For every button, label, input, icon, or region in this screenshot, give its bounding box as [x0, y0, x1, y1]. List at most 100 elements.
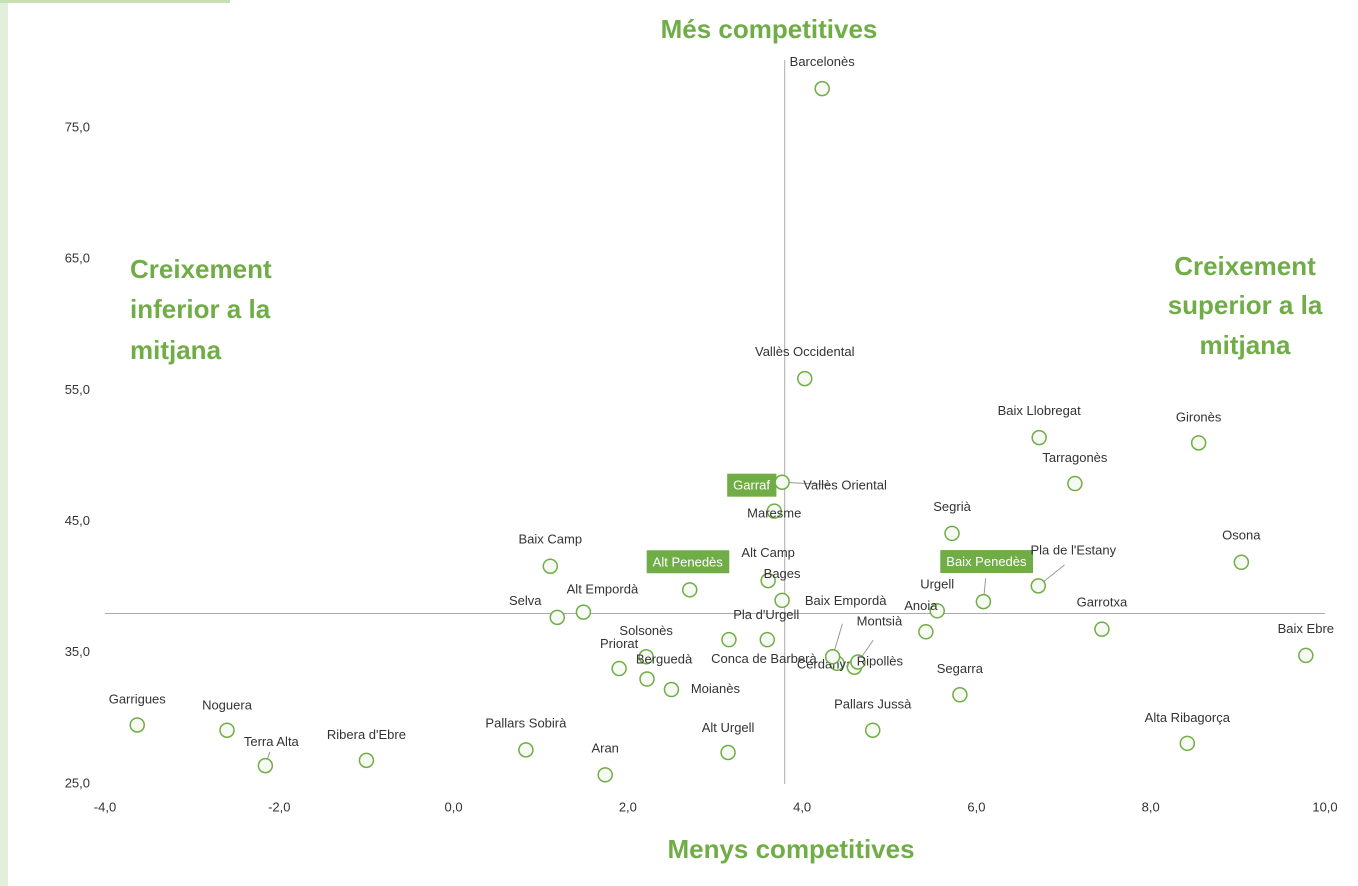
point-label: Garrotxa [1077, 595, 1128, 610]
point-label: Alt Camp [741, 545, 794, 560]
left-annotation: inferior a la [130, 294, 271, 324]
y-tick-label: 35,0 [65, 644, 90, 659]
point [638, 648, 654, 665]
point [952, 687, 968, 703]
point [129, 717, 145, 733]
point-label: Segarra [937, 661, 984, 676]
label-box [727, 473, 777, 497]
point-label: Baix Camp [519, 532, 583, 547]
point [864, 722, 881, 738]
point [549, 609, 566, 626]
point [720, 744, 736, 761]
point [850, 654, 866, 670]
top-tab [0, 0, 230, 3]
point [929, 603, 945, 619]
point-label: Terra Alta [244, 734, 300, 749]
point-label: Pla d'Urgell [733, 607, 799, 622]
point [814, 80, 830, 97]
point-label: Moianès [691, 681, 741, 696]
point-label: Gironès [1176, 409, 1222, 424]
left-annotation: mitjana [130, 335, 222, 365]
point [219, 722, 235, 738]
point [918, 624, 934, 640]
point-label: Conca de Barberà [711, 651, 817, 666]
point [975, 593, 992, 610]
point-label: Alta Ribagorça [1145, 710, 1231, 725]
point-label: Osona [1222, 528, 1261, 543]
leader-line [782, 481, 830, 486]
point-label: Segrià [933, 499, 971, 514]
point-label: Berguedà [636, 651, 693, 666]
left-annotation: Creixement [130, 254, 272, 284]
point-label: Baix Llobregat [998, 403, 1081, 418]
point-label: Vallès Occidental [755, 344, 855, 359]
point [759, 631, 776, 648]
point-label: Selva [509, 593, 542, 608]
point [766, 503, 783, 519]
point [1067, 475, 1083, 492]
x-tick-label: -4,0 [94, 799, 116, 814]
x-tick-label: 2,0 [619, 799, 637, 814]
point-label: Garrigues [109, 691, 167, 706]
point-label: Priorat [600, 636, 639, 651]
point [663, 681, 680, 698]
y-tick-label: 75,0 [65, 119, 90, 134]
label-box [646, 550, 730, 574]
point-label: Baix Empordà [805, 593, 887, 608]
point [944, 525, 960, 542]
point-label: Cerdanya [797, 657, 854, 672]
point [774, 592, 790, 609]
point-label: Noguera [202, 698, 253, 713]
y-tick-label: 45,0 [65, 513, 90, 528]
point [542, 558, 559, 574]
point [681, 582, 698, 598]
point-label: Pla de l'Estany [1031, 542, 1117, 557]
point-label: Urgell [920, 576, 954, 591]
point-label: Baix Penedès [946, 554, 1027, 569]
point [760, 572, 776, 589]
point [597, 767, 613, 783]
point [1030, 578, 1047, 594]
point [518, 742, 534, 758]
right-annotation: superior a la [1168, 290, 1323, 320]
point [1094, 621, 1110, 637]
point [1031, 429, 1047, 446]
point [358, 752, 375, 769]
x-tick-label: -2,0 [268, 799, 290, 814]
point [611, 660, 627, 677]
x-tick-label: 8,0 [1142, 799, 1160, 814]
point-label: Baix Ebre [1278, 621, 1334, 636]
x-tick-label: 10,0 [1312, 799, 1337, 814]
point [575, 604, 592, 620]
point [257, 757, 274, 774]
point-label: Ripollès [857, 653, 904, 668]
point-label: Barcelonès [790, 54, 856, 69]
point [824, 648, 841, 665]
x-tick-label: 4,0 [793, 799, 811, 814]
point [1190, 435, 1207, 451]
point-label: Garraf [733, 478, 770, 493]
point-label: Montsià [857, 614, 903, 629]
x-tick-label: 6,0 [967, 799, 985, 814]
point [639, 671, 655, 687]
top-annotation: Més competitives [661, 14, 878, 44]
point-label: Maresme [747, 506, 801, 521]
right-annotation: Creixement [1174, 251, 1316, 281]
point-label: Alt Urgell [702, 720, 755, 735]
label-box [940, 550, 1034, 574]
point-label: Bages [764, 566, 801, 581]
bottom-annotation: Menys competitives [667, 834, 914, 864]
point [797, 370, 813, 387]
point-label: Solsonès [619, 623, 673, 638]
point-label: Vallès Oriental [803, 478, 887, 493]
point-label: Pallars Sobirà [485, 715, 567, 730]
point-label: Alt Penedès [653, 554, 724, 569]
point [721, 631, 737, 648]
point [1233, 554, 1250, 571]
point [774, 474, 790, 490]
point-label: Ribera d'Ebre [327, 727, 406, 742]
y-tick-label: 55,0 [65, 382, 90, 397]
y-tick-label: 65,0 [65, 251, 90, 266]
right-annotation: mitjana [1199, 330, 1291, 360]
